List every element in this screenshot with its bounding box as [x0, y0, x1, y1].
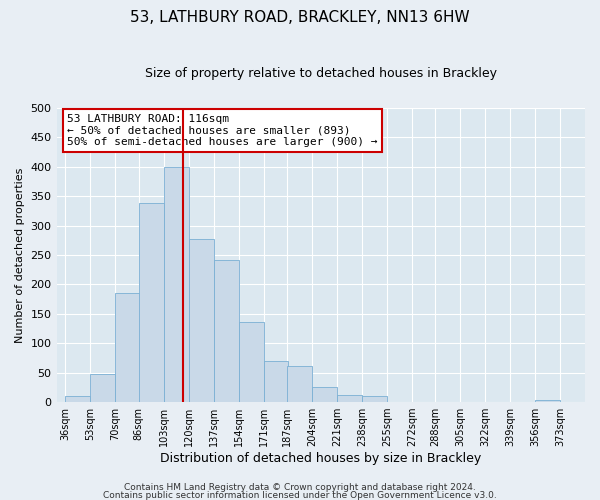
X-axis label: Distribution of detached houses by size in Brackley: Distribution of detached houses by size … [160, 452, 481, 465]
Bar [139, 204, 164, 402]
Bar [362, 396, 387, 402]
Bar [287, 366, 312, 402]
Bar [535, 400, 560, 402]
Bar [263, 361, 289, 402]
Bar [214, 260, 239, 402]
Bar [188, 238, 214, 402]
Bar [312, 388, 337, 402]
Title: Size of property relative to detached houses in Brackley: Size of property relative to detached ho… [145, 68, 497, 80]
Text: 53 LATHBURY ROAD: 116sqm
← 50% of detached houses are smaller (893)
50% of semi-: 53 LATHBURY ROAD: 116sqm ← 50% of detach… [67, 114, 377, 147]
Bar [164, 167, 188, 402]
Bar [239, 322, 263, 402]
Bar [115, 294, 140, 402]
Bar [337, 395, 362, 402]
Text: 53, LATHBURY ROAD, BRACKLEY, NN13 6HW: 53, LATHBURY ROAD, BRACKLEY, NN13 6HW [130, 10, 470, 25]
Bar [65, 396, 91, 402]
Y-axis label: Number of detached properties: Number of detached properties [15, 168, 25, 343]
Bar [91, 374, 115, 402]
Text: Contains HM Land Registry data © Crown copyright and database right 2024.: Contains HM Land Registry data © Crown c… [124, 483, 476, 492]
Text: Contains public sector information licensed under the Open Government Licence v3: Contains public sector information licen… [103, 490, 497, 500]
